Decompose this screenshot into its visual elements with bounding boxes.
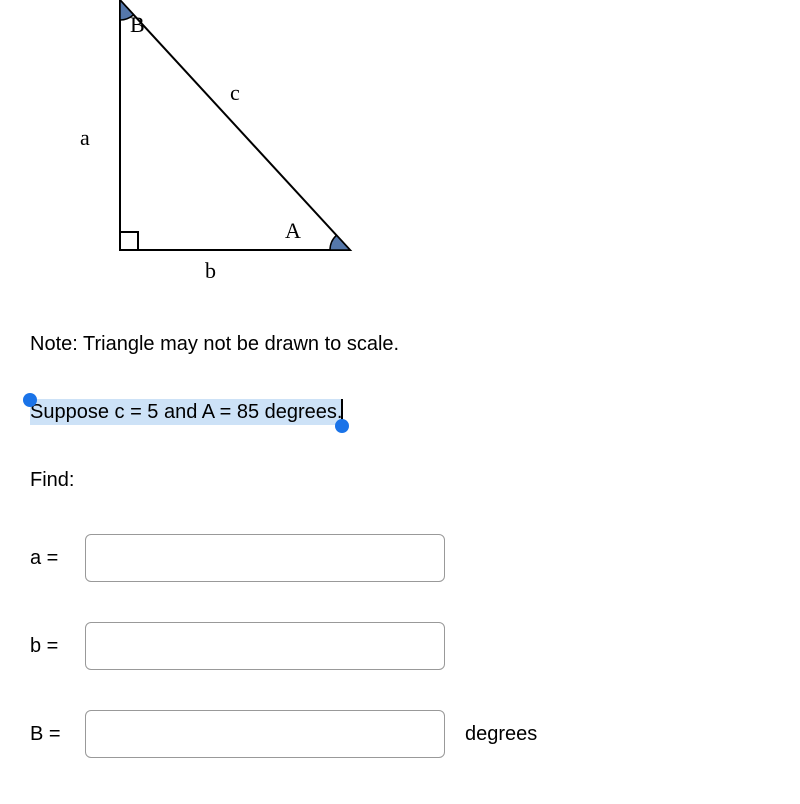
side-label-c: c: [230, 80, 240, 106]
side-label-a: a: [80, 125, 90, 151]
answer-label-b: b =: [30, 635, 85, 658]
suppose-line[interactable]: Suppose c = 5 and A = 85 degrees.: [30, 401, 342, 423]
suppose-text: Suppose c = 5 and A = 85 degrees.: [30, 399, 342, 425]
answer-label-a: a =: [30, 547, 85, 570]
answer-label-B: B =: [30, 723, 85, 746]
answer-row-B: B = degrees: [30, 710, 800, 758]
answer-unit-B: degrees: [465, 723, 537, 746]
selection-handle-end-icon[interactable]: [335, 419, 349, 433]
answer-input-b[interactable]: [85, 622, 445, 670]
triangle-diagram: B c a A b: [30, 0, 370, 300]
side-label-b: b: [205, 258, 216, 284]
answer-input-a[interactable]: [85, 534, 445, 582]
answer-row-a: a =: [30, 534, 800, 582]
scale-note: Note: Triangle may not be drawn to scale…: [30, 330, 800, 358]
answer-input-B[interactable]: [85, 710, 445, 758]
vertex-label-A: A: [285, 218, 301, 244]
answer-row-b: b =: [30, 622, 800, 670]
find-heading: Find:: [30, 466, 800, 494]
selection-handle-start-icon[interactable]: [23, 393, 37, 407]
vertex-label-B: B: [130, 12, 145, 38]
